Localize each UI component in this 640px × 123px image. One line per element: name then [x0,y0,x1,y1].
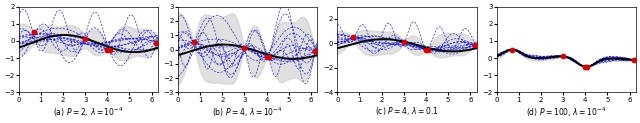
X-axis label: (d) $P = 100,\,\lambda = 10^{-4}$: (d) $P = 100,\,\lambda = 10^{-4}$ [526,105,606,119]
Point [580,66,590,68]
Point [558,55,568,57]
Point [262,56,272,58]
Point [629,59,639,61]
Point [104,49,115,51]
Point [188,41,198,43]
Point [80,38,90,40]
Point [348,36,358,38]
Point [507,49,517,51]
X-axis label: (c) $P = 4,\,\lambda = 0.1$: (c) $P = 4,\,\lambda = 0.1$ [375,105,439,117]
Point [151,42,161,44]
Point [423,49,433,51]
X-axis label: (a) $P = 2,\,\lambda = 10^{-4}$: (a) $P = 2,\,\lambda = 10^{-4}$ [53,105,124,119]
X-axis label: (b) $P = 4,\,\lambda = 10^{-4}$: (b) $P = 4,\,\lambda = 10^{-4}$ [212,105,283,119]
Point [470,44,480,46]
Point [582,66,593,68]
Point [102,49,113,51]
Point [310,50,321,52]
Point [264,56,274,58]
Point [399,41,409,43]
Point [239,47,250,49]
Point [421,49,431,51]
Point [29,31,39,33]
